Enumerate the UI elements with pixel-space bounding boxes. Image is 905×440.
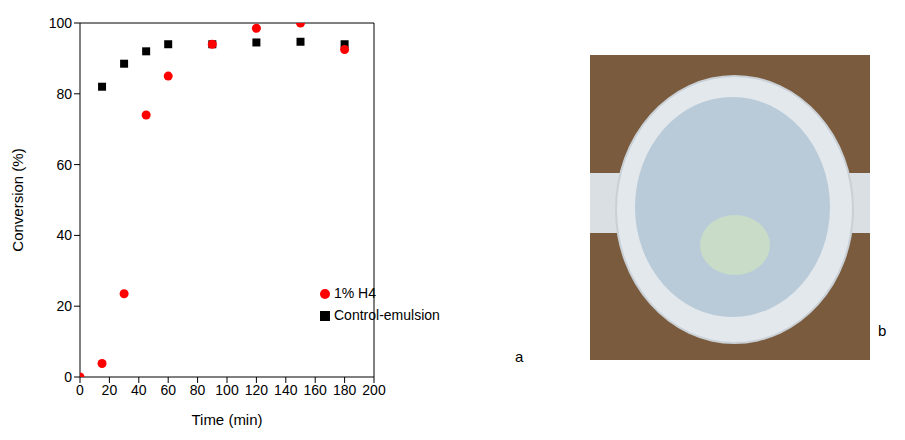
svg-text:140: 140 [274, 382, 298, 398]
svg-text:40: 40 [131, 382, 147, 398]
svg-text:60: 60 [56, 157, 72, 173]
svg-text:120: 120 [245, 382, 269, 398]
svg-text:40: 40 [56, 227, 72, 243]
html-text:a: a [515, 348, 524, 365]
svg-text:Conversion (%): Conversion (%) [9, 148, 26, 251]
svg-text:200: 200 [362, 382, 386, 398]
svg-text:80: 80 [190, 382, 206, 398]
svg-text:20: 20 [102, 382, 118, 398]
svg-text:180: 180 [333, 382, 357, 398]
svg-text:100: 100 [215, 382, 239, 398]
html-text:b: b [878, 322, 887, 339]
svg-text:100: 100 [49, 15, 73, 31]
svg-text:20: 20 [56, 298, 72, 314]
svg-text:160: 160 [304, 382, 328, 398]
svg-text:Time (min): Time (min) [191, 411, 262, 428]
svg-text:0: 0 [76, 382, 84, 398]
svg-text:60: 60 [160, 382, 176, 398]
html-text:1% H4: 1% H4 [334, 285, 376, 301]
html-text:Control-emulsion: Control-emulsion [334, 307, 440, 323]
svg-text:80: 80 [56, 86, 72, 102]
svg-text:0: 0 [64, 369, 72, 385]
